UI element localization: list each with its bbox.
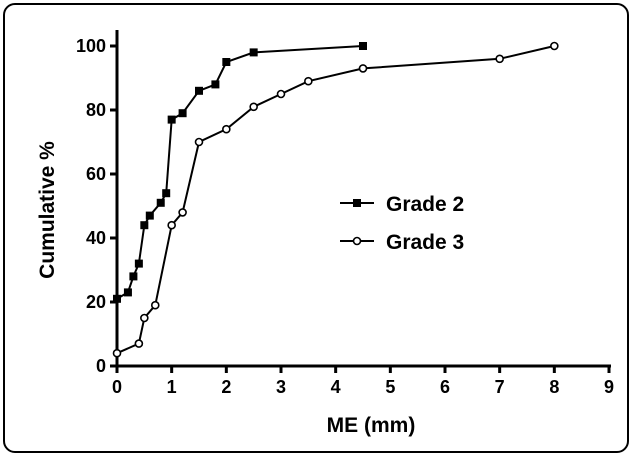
data-point bbox=[276, 89, 286, 99]
data-point bbox=[359, 42, 367, 50]
data-point bbox=[178, 109, 187, 118]
data-point bbox=[167, 220, 176, 230]
y-tick-label: 100 bbox=[76, 36, 106, 56]
y-tick-label: 20 bbox=[86, 292, 106, 312]
x-axis-title: ME (mm) bbox=[327, 414, 416, 437]
legend-item: Grade 2 bbox=[340, 193, 464, 216]
data-point bbox=[140, 313, 149, 323]
y-axis-title: Cumulative % bbox=[36, 141, 59, 279]
data-point bbox=[129, 272, 138, 281]
x-tick-label: 8 bbox=[549, 377, 559, 397]
axes: 0 20 40 60 80 100 0 1 2 3 4 5 6 7 8 9 ME (mm) Cumulative … bbox=[36, 30, 614, 437]
legend-marker bbox=[353, 199, 361, 207]
data-point bbox=[222, 124, 231, 134]
data-point bbox=[134, 339, 144, 348]
data-point bbox=[249, 48, 258, 57]
data-point bbox=[113, 294, 121, 303]
legend-item: Grade 3 bbox=[340, 231, 464, 254]
x-tick-label: 4 bbox=[331, 377, 341, 397]
data-point bbox=[140, 221, 149, 230]
cumulative-chart: 0 20 40 60 80 100 0 1 2 3 4 5 6 7 8 9 ME (mm) Cumulative … bbox=[36, 30, 614, 437]
series-line bbox=[116, 45, 364, 300]
data-point bbox=[156, 198, 165, 207]
data-point bbox=[178, 208, 187, 217]
data-point bbox=[211, 80, 220, 89]
data-point bbox=[195, 86, 203, 95]
legend-label: Grade 2 bbox=[386, 193, 464, 216]
x-tick-label: 3 bbox=[276, 377, 286, 397]
x-tick-label: 6 bbox=[440, 377, 450, 397]
data-point bbox=[145, 211, 154, 220]
y-tick-label: 40 bbox=[86, 228, 106, 248]
series-line bbox=[116, 45, 555, 355]
y-tick-label: 80 bbox=[86, 100, 106, 120]
y-tick-label: 60 bbox=[86, 164, 106, 184]
data-point bbox=[123, 288, 132, 297]
data-point bbox=[194, 137, 204, 147]
data-point bbox=[222, 58, 231, 66]
legend-label: Grade 3 bbox=[386, 231, 464, 254]
y-tick-label: 0 bbox=[96, 356, 106, 376]
legend: Grade 2 Grade 3 bbox=[340, 193, 464, 254]
data-point bbox=[162, 189, 171, 198]
data-point bbox=[134, 259, 143, 268]
x-tick-label: 7 bbox=[495, 377, 505, 397]
x-tick-label: 2 bbox=[221, 377, 231, 397]
x-tick-label: 1 bbox=[167, 377, 177, 397]
data-point bbox=[167, 115, 176, 124]
series-grade-2 bbox=[113, 42, 367, 303]
series-grade-3 bbox=[112, 41, 559, 358]
legend-marker bbox=[352, 236, 362, 246]
data-point bbox=[112, 348, 122, 358]
data-point bbox=[495, 54, 504, 64]
data-point bbox=[150, 300, 160, 310]
series-layer bbox=[112, 41, 559, 358]
x-tick-label: 5 bbox=[385, 377, 395, 397]
data-point bbox=[249, 102, 258, 112]
data-point bbox=[304, 76, 313, 86]
data-point bbox=[358, 64, 368, 73]
x-tick-label: 0 bbox=[112, 377, 122, 397]
x-tick-label: 9 bbox=[604, 377, 614, 397]
data-point bbox=[550, 41, 559, 51]
